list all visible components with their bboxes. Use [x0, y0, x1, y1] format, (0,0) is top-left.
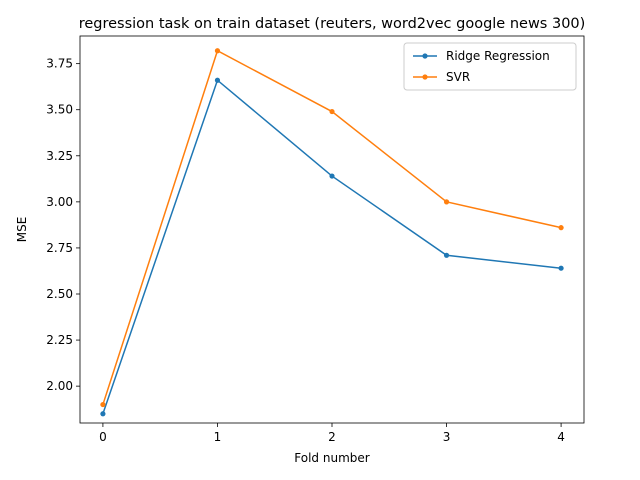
legend-label: Ridge Regression: [446, 49, 550, 63]
data-point: [329, 173, 335, 179]
data-point: [558, 225, 564, 231]
x-axis: 0 1 2 3 4: [99, 423, 565, 444]
y-tick-label: 2.00: [46, 379, 73, 393]
legend: Ridge Regression SVR: [403, 42, 577, 91]
x-tick-label: 1: [214, 430, 222, 444]
data-point: [443, 252, 450, 258]
x-axis-label: Fold number: [294, 451, 369, 465]
series-line-0: [102, 78, 562, 415]
data-point: [443, 199, 450, 205]
plot-area: [100, 48, 564, 417]
legend-marker: [422, 74, 428, 80]
y-tick-label: 2.75: [46, 241, 73, 255]
x-tick-label: 2: [328, 430, 336, 444]
data-point: [100, 401, 106, 408]
x-tick-label: 3: [443, 430, 451, 444]
data-point: [558, 265, 564, 271]
series-line-1: [102, 49, 562, 405]
data-point: [214, 48, 221, 54]
y-tick-label: 2.50: [46, 287, 73, 301]
y-tick-label: 3.25: [46, 149, 73, 163]
plot-frame: [79, 35, 585, 424]
legend-box: [403, 42, 577, 91]
data-point: [100, 411, 106, 417]
data-point: [329, 108, 335, 115]
y-tick-label: 3.50: [46, 103, 73, 117]
y-tick-label: 3.00: [46, 195, 73, 209]
y-tick-label: 3.75: [46, 57, 73, 71]
data-point: [214, 77, 221, 83]
legend-marker: [422, 53, 428, 59]
x-tick-label: 4: [557, 430, 565, 444]
y-axis: 2.00 2.25 2.50 2.75 3.00 3.25 3.50 3.75: [46, 57, 80, 393]
chart-title: regression task on train dataset (reuter…: [79, 16, 586, 32]
legend-label: SVR: [446, 70, 470, 84]
y-tick-label: 2.25: [46, 333, 73, 347]
y-axis-label: MSE: [15, 217, 29, 243]
x-tick-label: 0: [99, 430, 107, 444]
